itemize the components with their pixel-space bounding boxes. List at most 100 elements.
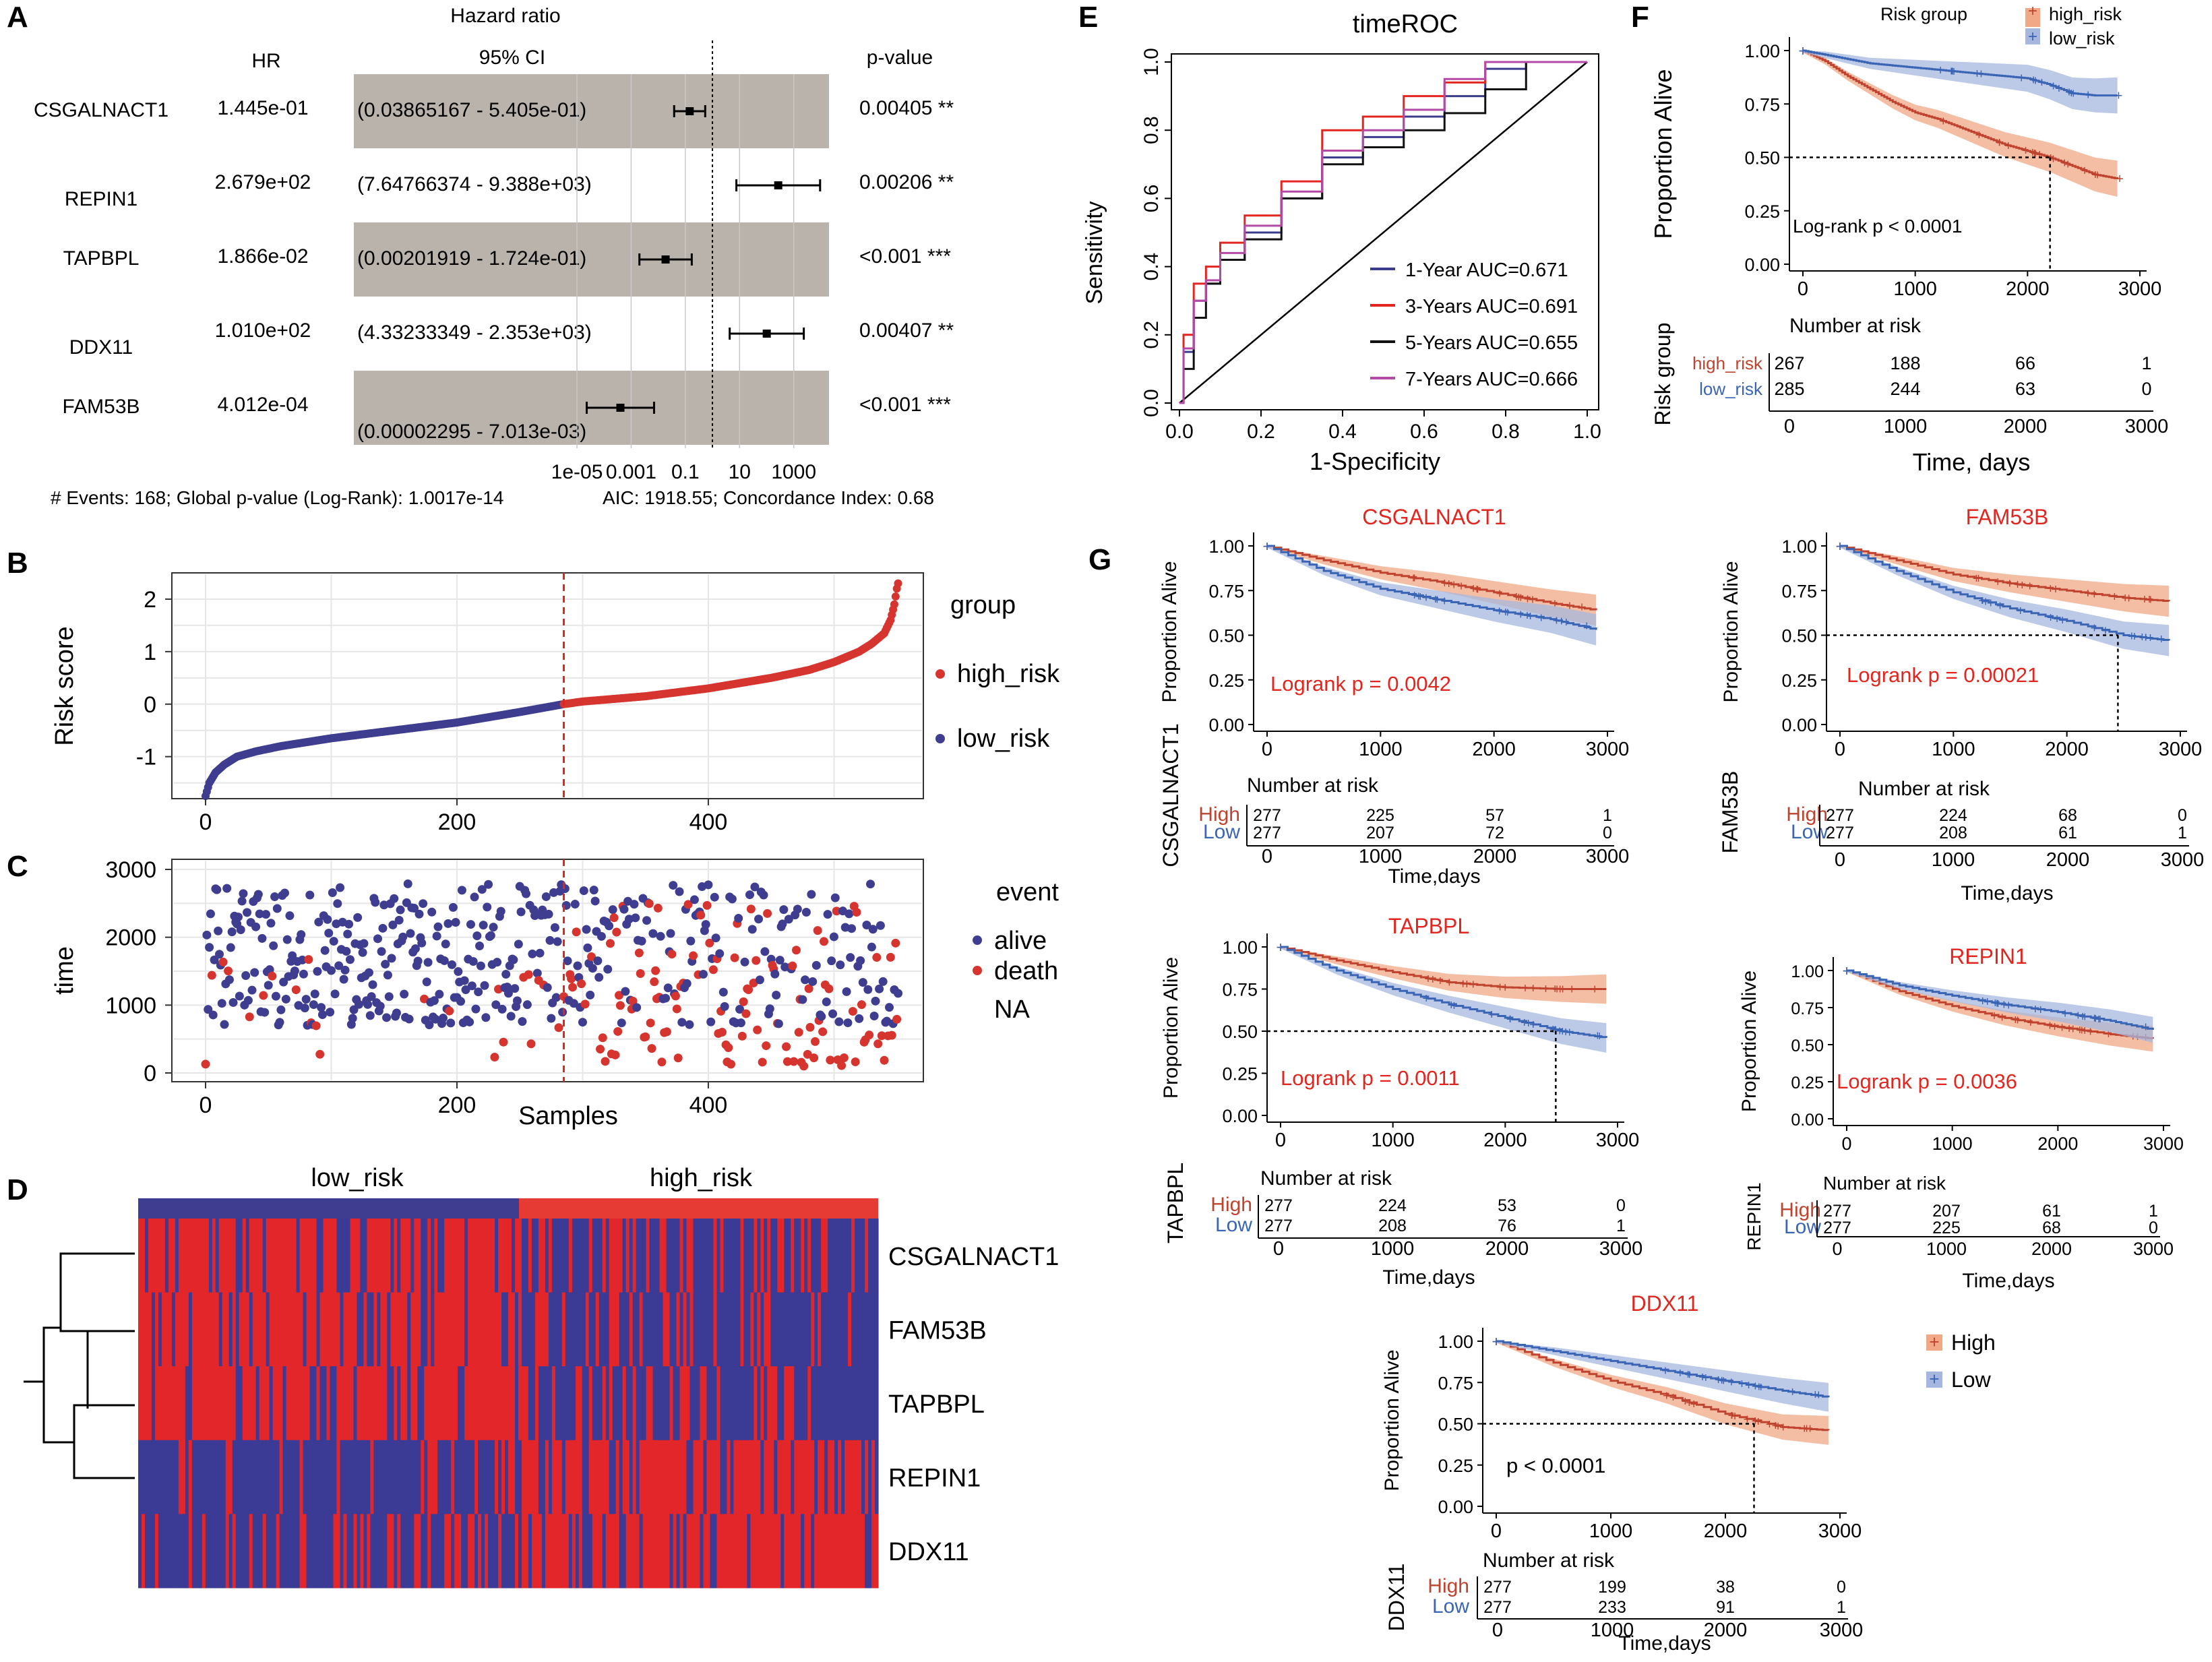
- death-point: [567, 974, 576, 983]
- heatmap-cell: [495, 1219, 499, 1293]
- forest-p-header: p-value: [867, 47, 933, 69]
- heatmap-cell: [249, 1440, 253, 1514]
- heatmap-cell: [195, 1219, 199, 1293]
- heatmap-cell: [171, 1292, 176, 1367]
- death-point: [615, 1001, 625, 1010]
- risk-point-high: [891, 592, 900, 601]
- km-y-tick-label: 0.25: [1744, 202, 1780, 222]
- heatmap-cell: [491, 1366, 495, 1441]
- heatmap-cell: [397, 1440, 401, 1514]
- alive-point: [342, 947, 351, 956]
- heatmap-cell: [551, 1219, 556, 1293]
- heatmap-cell: [417, 1440, 421, 1514]
- alive-point: [345, 955, 355, 964]
- heatmap-cell: [164, 1219, 169, 1293]
- heatmap-cell: [164, 1514, 169, 1589]
- risk-table-title: Number at risk: [1789, 315, 1922, 337]
- forest-point-estimate: [762, 330, 771, 338]
- heatmap-cell: [642, 1219, 647, 1293]
- alive-point: [404, 1014, 414, 1024]
- km-censor-mark: +: [1450, 578, 1458, 593]
- risk-table-value: 72: [1485, 824, 1504, 842]
- heatmap-cell: [558, 1292, 563, 1367]
- heatmap-cell: [629, 1440, 634, 1514]
- heatmap-cell: [706, 1514, 711, 1589]
- heatmap-cell: [410, 1292, 414, 1367]
- heatmap-cell: [868, 1514, 872, 1589]
- heatmap-cell: [323, 1219, 328, 1293]
- heatmap-cell: [212, 1514, 216, 1589]
- heatmap-cell: [686, 1440, 691, 1514]
- heatmap-cell: [679, 1514, 684, 1589]
- death-point: [818, 1027, 828, 1037]
- km-censor-mark: +: [2037, 1003, 2045, 1018]
- km-pvalue-annotation: Logrank p = 0.0011: [1281, 1066, 1460, 1090]
- km-legend-mark: +: [2028, 28, 2037, 46]
- x-tick-label: 400: [689, 1092, 728, 1118]
- heatmap-cell: [683, 1292, 687, 1367]
- km-censor-mark: +: [1457, 580, 1465, 594]
- km-censor-mark: +: [1591, 983, 1599, 997]
- km-censor-mark: +: [2067, 86, 2075, 101]
- alive-point: [573, 961, 582, 971]
- forest-hr-value: 1.010e+02: [215, 319, 311, 342]
- km-xlabel: Time,days: [1961, 882, 2053, 904]
- km-censor-mark: +: [1501, 981, 1509, 995]
- forest-p-value: 0.00206 **: [859, 171, 954, 193]
- alive-point: [344, 919, 354, 929]
- km-x-tick-label: 3000: [2143, 1134, 2184, 1154]
- km-censor-mark: +: [2061, 1006, 2069, 1021]
- heatmap-cell: [838, 1366, 842, 1441]
- heatmap-cell: [666, 1440, 671, 1514]
- risk-table-ylabel: Risk group: [1651, 323, 1675, 426]
- km-censor-mark: +: [2006, 577, 2014, 592]
- risk-table-group-name: Low: [1791, 821, 1828, 843]
- heatmap-cell: [818, 1440, 822, 1514]
- heatmap-cell: [649, 1219, 654, 1293]
- heatmap-cell: [757, 1440, 761, 1514]
- heatmap-cell: [838, 1219, 842, 1293]
- death-point: [852, 908, 861, 917]
- risk-table-value: 68: [2042, 1219, 2061, 1237]
- heatmap-cell: [141, 1292, 146, 1367]
- heatmap-cell: [784, 1440, 788, 1514]
- heatmap-cell: [511, 1440, 516, 1514]
- death-point: [762, 1041, 771, 1051]
- heatmap-cell: [605, 1514, 610, 1589]
- risk-table-x-tick: 2000: [2004, 416, 2048, 437]
- death-point: [791, 946, 801, 955]
- heatmap-cell: [367, 1514, 371, 1589]
- km-x-tick-label: 2000: [2037, 1134, 2078, 1154]
- heatmap-cell: [353, 1219, 358, 1293]
- alive-point: [475, 941, 485, 950]
- heatmap-cell: [437, 1219, 441, 1293]
- alive-point: [355, 999, 364, 1009]
- heatmap-cell: [313, 1366, 317, 1441]
- forest-p-value: <0.001 ***: [859, 394, 951, 416]
- km-legend-mark: +: [1929, 1369, 1939, 1389]
- heatmap-cell: [377, 1514, 381, 1589]
- km-censor-mark: +: [1996, 135, 2004, 150]
- alive-point: [481, 1013, 491, 1022]
- km-xlabel: Time,days: [1618, 1632, 1711, 1655]
- heatmap-cell: [639, 1219, 644, 1293]
- alive-point: [477, 885, 487, 894]
- heatmap-cell: [282, 1514, 287, 1589]
- km-y-tick-label: 0.00: [1438, 1497, 1473, 1517]
- km-panel-g-csgalnact1: 0.000.250.500.751.000 1000 2000 3000Proport…: [1159, 505, 1629, 888]
- heatmap-cell: [474, 1514, 479, 1589]
- heatmap-cell: [659, 1292, 664, 1367]
- km-censor-mark: +: [1719, 1374, 1727, 1388]
- alive-point: [740, 957, 749, 966]
- alive-point: [368, 980, 377, 989]
- alive-point: [842, 987, 851, 996]
- alive-point: [348, 1014, 357, 1023]
- heatmap-cell: [437, 1440, 441, 1514]
- km-censor-mark: +: [2052, 582, 2060, 597]
- heatmap-cell: [686, 1292, 691, 1367]
- heatmap-cell: [397, 1366, 401, 1441]
- km-censor-mark: +: [1537, 611, 1545, 625]
- heatmap-cell: [441, 1292, 445, 1367]
- heatmap-cell: [646, 1440, 650, 1514]
- death-point: [650, 977, 659, 987]
